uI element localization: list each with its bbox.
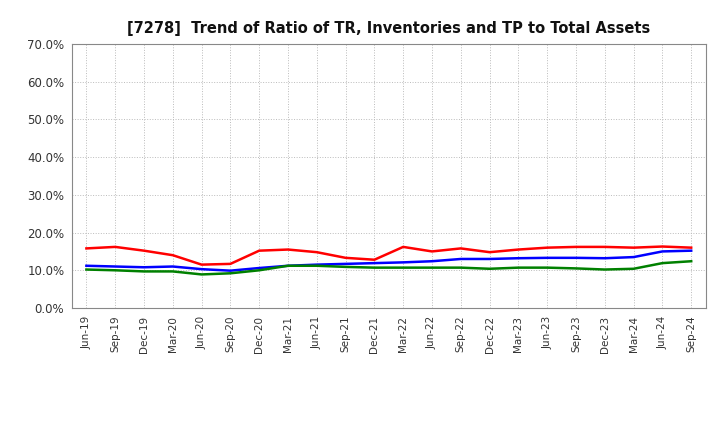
Inventories xyxy=(312,262,321,267)
Trade Payables xyxy=(543,265,552,270)
Line: Trade Receivables: Trade Receivables xyxy=(86,246,691,264)
Inventories xyxy=(197,267,206,272)
Trade Payables xyxy=(687,259,696,264)
Trade Receivables xyxy=(629,245,638,250)
Inventories xyxy=(543,255,552,260)
Trade Receivables xyxy=(428,249,436,254)
Trade Receivables xyxy=(341,255,350,260)
Trade Payables xyxy=(312,263,321,268)
Trade Receivables xyxy=(572,244,580,249)
Inventories xyxy=(658,249,667,254)
Trade Payables xyxy=(514,265,523,270)
Inventories xyxy=(140,264,148,270)
Inventories xyxy=(168,264,177,269)
Trade Payables xyxy=(428,265,436,270)
Inventories xyxy=(284,263,292,268)
Trade Payables xyxy=(168,269,177,274)
Trade Receivables xyxy=(456,246,465,251)
Trade Receivables xyxy=(197,262,206,267)
Trade Payables xyxy=(456,265,465,270)
Line: Inventories: Inventories xyxy=(86,251,691,271)
Trade Payables xyxy=(111,268,120,273)
Trade Receivables xyxy=(312,249,321,255)
Trade Payables xyxy=(629,266,638,271)
Inventories xyxy=(629,254,638,260)
Inventories xyxy=(572,255,580,260)
Trade Payables xyxy=(255,268,264,273)
Title: [7278]  Trend of Ratio of TR, Inventories and TP to Total Assets: [7278] Trend of Ratio of TR, Inventories… xyxy=(127,21,650,36)
Trade Receivables xyxy=(370,257,379,262)
Trade Payables xyxy=(485,266,494,271)
Inventories xyxy=(428,259,436,264)
Inventories xyxy=(399,260,408,265)
Trade Payables xyxy=(341,264,350,270)
Trade Payables xyxy=(140,269,148,274)
Inventories xyxy=(82,263,91,268)
Trade Payables xyxy=(572,266,580,271)
Inventories xyxy=(485,257,494,262)
Inventories xyxy=(514,256,523,261)
Trade Payables xyxy=(658,260,667,266)
Trade Payables xyxy=(82,267,91,272)
Trade Receivables xyxy=(226,261,235,267)
Trade Payables xyxy=(197,272,206,277)
Trade Receivables xyxy=(658,244,667,249)
Trade Receivables xyxy=(543,245,552,250)
Inventories xyxy=(687,248,696,253)
Trade Payables xyxy=(399,265,408,270)
Trade Receivables xyxy=(168,253,177,258)
Trade Receivables xyxy=(485,249,494,255)
Trade Receivables xyxy=(399,244,408,249)
Trade Payables xyxy=(226,271,235,276)
Trade Receivables xyxy=(687,245,696,250)
Inventories xyxy=(255,265,264,271)
Inventories xyxy=(600,256,609,261)
Inventories xyxy=(456,257,465,262)
Inventories xyxy=(341,261,350,267)
Trade Payables xyxy=(370,265,379,270)
Inventories xyxy=(111,264,120,269)
Line: Trade Payables: Trade Payables xyxy=(86,261,691,275)
Trade Receivables xyxy=(284,247,292,252)
Inventories xyxy=(226,268,235,273)
Trade Receivables xyxy=(140,248,148,253)
Trade Receivables xyxy=(514,247,523,252)
Trade Payables xyxy=(600,267,609,272)
Trade Receivables xyxy=(255,248,264,253)
Trade Receivables xyxy=(111,244,120,249)
Inventories xyxy=(370,260,379,266)
Trade Receivables xyxy=(600,244,609,249)
Trade Receivables xyxy=(82,246,91,251)
Trade Payables xyxy=(284,263,292,268)
